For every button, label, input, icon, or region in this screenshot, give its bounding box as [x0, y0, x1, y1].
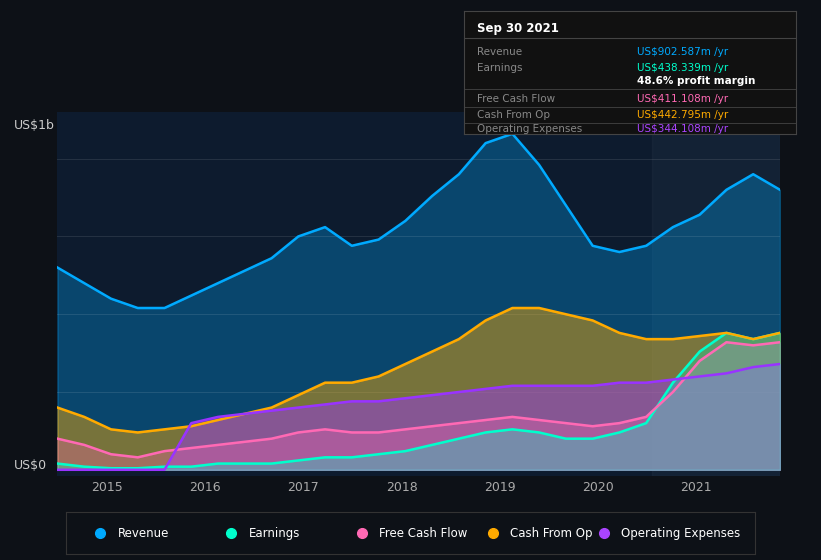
Text: US$344.108m /yr: US$344.108m /yr — [637, 124, 728, 134]
Text: Sep 30 2021: Sep 30 2021 — [477, 22, 559, 35]
Text: US$411.108m /yr: US$411.108m /yr — [637, 94, 728, 104]
Text: US$438.339m /yr: US$438.339m /yr — [637, 63, 728, 73]
Text: Free Cash Flow: Free Cash Flow — [379, 527, 468, 540]
Text: Earnings: Earnings — [249, 527, 300, 540]
Text: US$0: US$0 — [14, 459, 48, 473]
Text: Revenue: Revenue — [477, 47, 522, 57]
Text: Operating Expenses: Operating Expenses — [477, 124, 582, 134]
Text: Operating Expenses: Operating Expenses — [621, 527, 740, 540]
Text: Revenue: Revenue — [117, 527, 169, 540]
Text: Earnings: Earnings — [477, 63, 523, 73]
Text: Free Cash Flow: Free Cash Flow — [477, 94, 555, 104]
Text: US$1b: US$1b — [14, 119, 55, 132]
Text: 48.6% profit margin: 48.6% profit margin — [637, 76, 755, 86]
Text: US$442.795m /yr: US$442.795m /yr — [637, 110, 728, 120]
Text: Cash From Op: Cash From Op — [477, 110, 550, 120]
Bar — [652, 112, 780, 476]
Text: Cash From Op: Cash From Op — [511, 527, 593, 540]
Text: US$902.587m /yr: US$902.587m /yr — [637, 47, 728, 57]
